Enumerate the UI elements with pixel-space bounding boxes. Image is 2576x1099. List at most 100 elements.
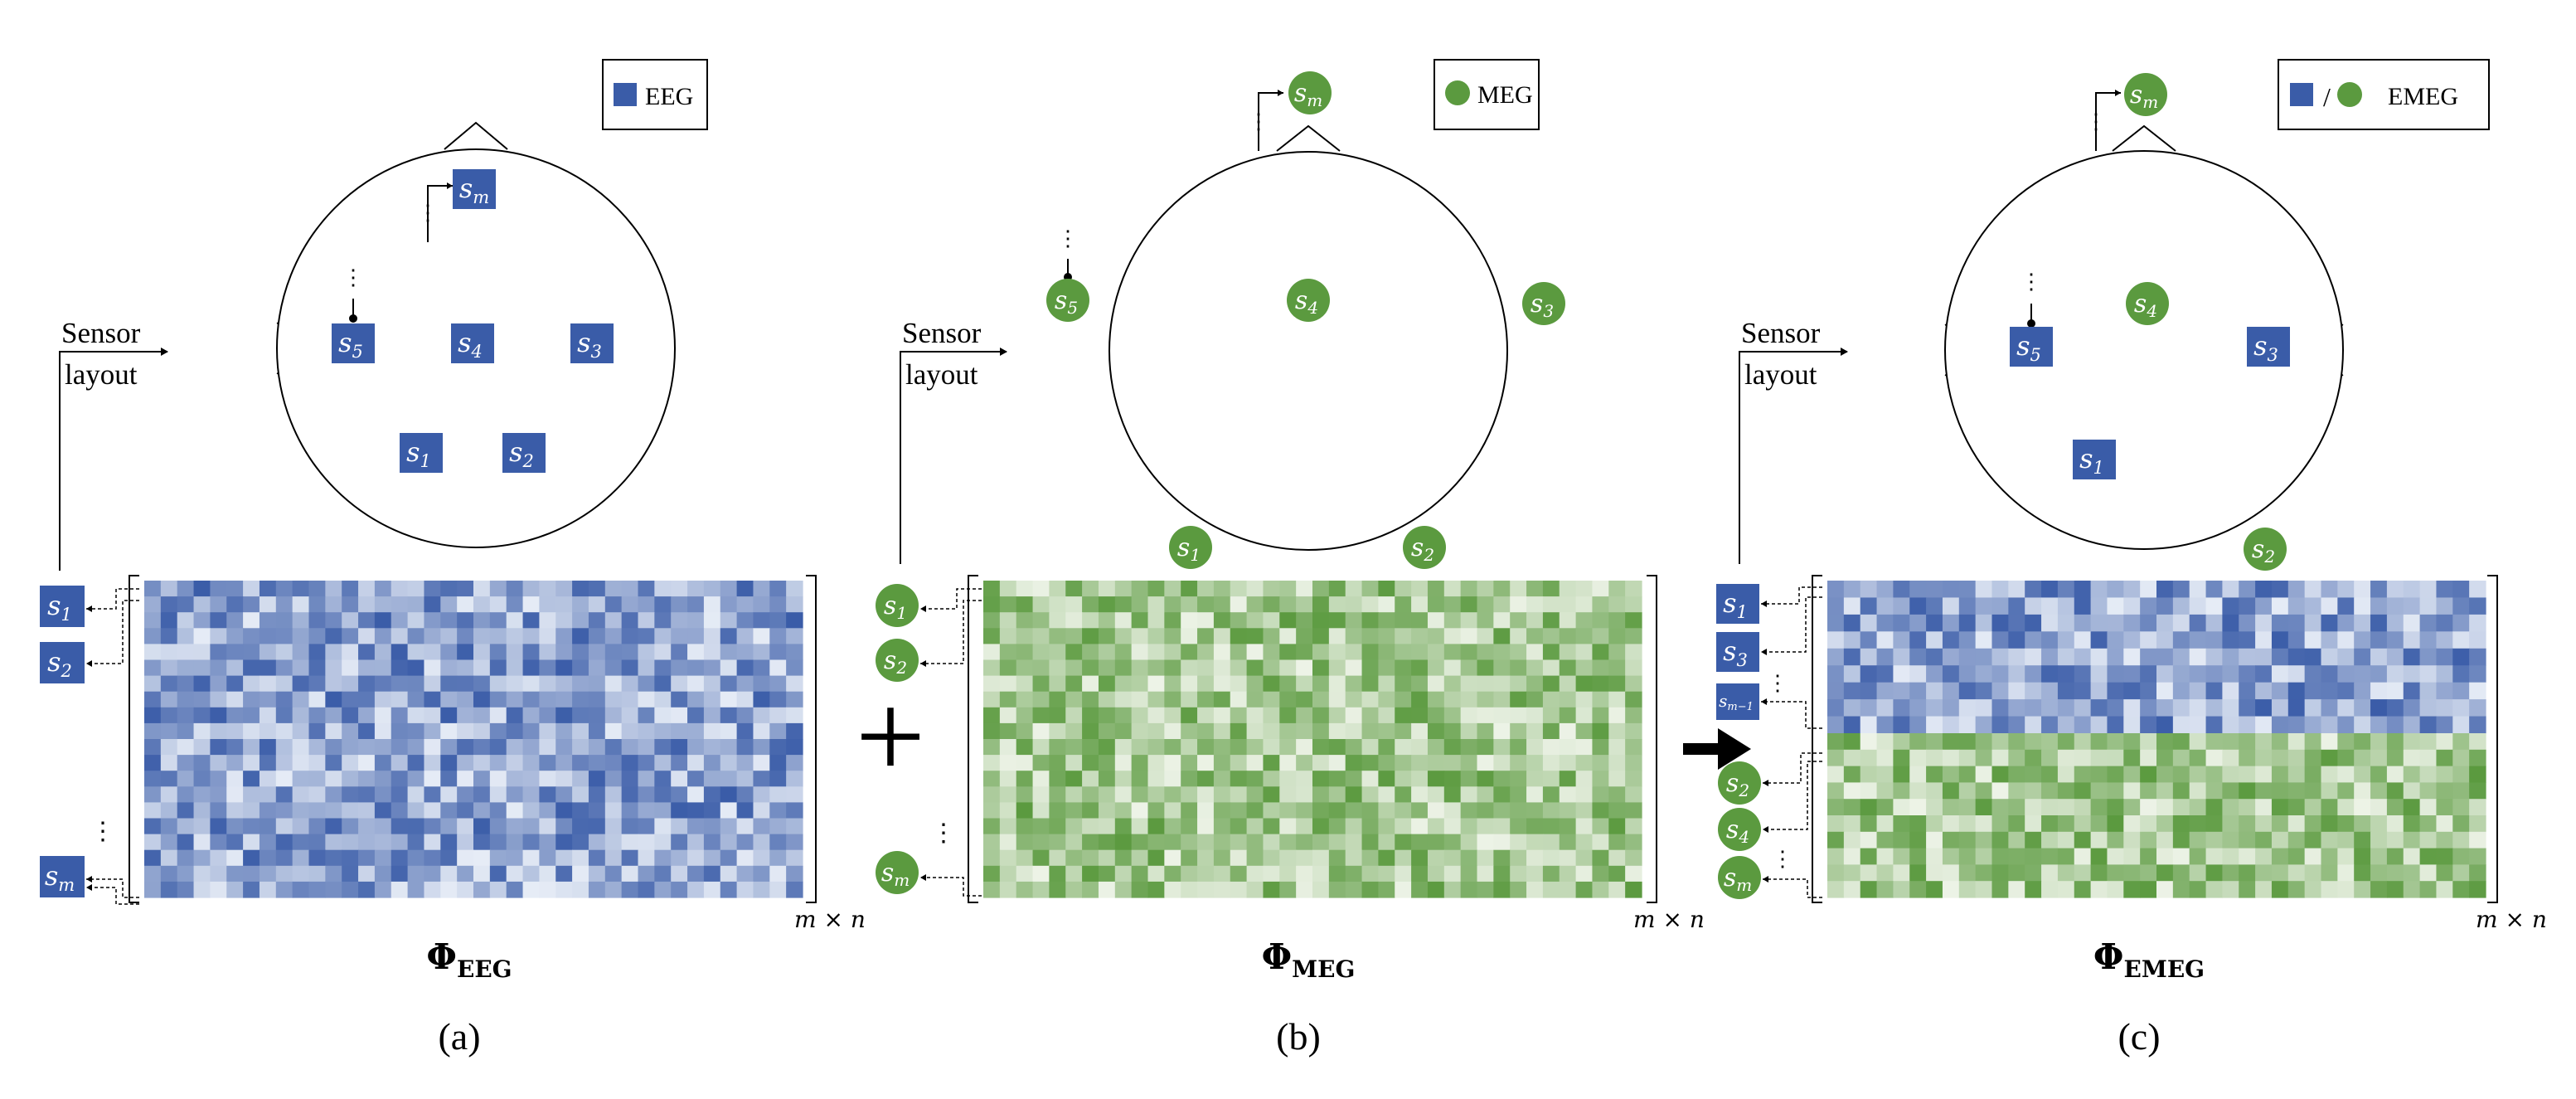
matrix-cell [2156,631,2174,649]
matrix-cell [687,818,705,835]
matrix-cell [325,675,342,693]
matrix-cell [703,628,721,644]
matrix-cell [2074,597,2092,615]
matrix-cell [358,834,376,851]
matrix-cell [193,675,211,693]
matrix-cell [2386,831,2404,849]
matrix-cell [1510,691,1527,708]
matrix-cell [2222,665,2239,683]
matrix-cell [572,722,589,740]
matrix-cell [2156,733,2174,751]
matrix-cell [342,818,359,835]
matrix-cell [1625,612,1642,629]
matrix-cell [736,644,754,661]
matrix-cell [325,786,342,803]
matrix-cell [2321,631,2338,649]
matrix-cell [325,802,342,819]
matrix-cell [2321,581,2338,599]
matrix-cell [1942,782,1960,800]
matrix-cell [604,771,623,787]
matrix-cell [1395,644,1412,661]
matrix-cell [1246,786,1264,803]
matrix-cell [1114,786,1133,803]
matrix-cell [736,849,754,867]
matrix-cell [983,659,1001,677]
matrix-cell [2074,881,2092,898]
matrix-cell [259,675,277,693]
matrix-cell [1345,739,1363,756]
matrix-cell [1378,628,1395,644]
matrix-cell [391,786,409,803]
matrix-cell [1958,733,1977,751]
matrix-cell [983,802,1001,819]
matrix-cell [292,834,310,851]
matrix-cell [243,596,260,613]
matrix-cell [1909,699,1927,717]
matrix-cell [2239,665,2256,683]
matrix-cell [1460,644,1478,661]
matrix-cell [424,581,441,597]
matrix-cell [1860,766,1878,783]
matrix-cell [2255,581,2273,599]
matrix-cell [1114,596,1133,613]
matrix-cell [2057,682,2075,700]
matrix-cell [275,771,293,787]
matrix-cell [374,818,392,835]
matrix-cell [1345,802,1363,819]
matrix-cell [2172,864,2190,882]
matrix-cell [2107,733,2124,751]
matrix-cell [1443,865,1462,883]
matrix-cell [1860,815,1878,833]
matrix-cell [1246,659,1264,677]
matrix-cell [2287,665,2306,683]
matrix-cell [2452,881,2470,898]
matrix-cell [654,849,672,867]
matrix-cell [2239,799,2256,816]
matrix-cell [2337,581,2355,599]
sensor-index: 3 [2268,345,2278,365]
matrix-cell [210,628,227,644]
matrix-cell [2403,614,2421,632]
matrix-cell [2156,682,2174,700]
matrix-cell [1345,865,1363,883]
matrix-cell [2255,848,2273,865]
matrix-cell [2057,749,2075,767]
matrix-cell [687,612,705,629]
matrix-cell [1114,802,1133,819]
matrix-cell [687,755,705,771]
matrix-cell [588,659,606,677]
matrix-cell [210,818,227,835]
matrix-cell [1378,612,1395,629]
matrix-cell [1893,831,1910,849]
matrix-cell [1860,597,1878,615]
matrix-cell [358,849,376,867]
matrix-cell [1328,786,1346,803]
matrix-cell [440,596,458,613]
matrix-cell [342,865,359,883]
matrix-cell [1411,644,1429,661]
matrix-cell [2090,597,2108,615]
matrix-cell [2140,614,2157,632]
matrix-cell [2255,597,2273,615]
matrix-cell [193,722,211,740]
matrix-cell [769,722,787,740]
matrix-cell [1575,881,1594,898]
matrix-cell [588,722,606,740]
matrix-cell [2469,864,2486,882]
matrix-cell [671,771,688,787]
matrix-cell [1958,782,1977,800]
svg-text:s3: s3 [1531,289,1554,321]
matrix-cell [2436,766,2453,783]
matrix-cell [638,644,655,661]
matrix-cell [999,802,1017,819]
matrix-cell [177,818,195,835]
matrix-cell [1542,612,1560,629]
matrix-cell [786,755,803,771]
matrix-cell [193,581,211,597]
matrix-cell [769,755,787,771]
matrix-cell [1909,581,1927,599]
matrix-cell [999,628,1017,644]
matrix-cell [1395,755,1412,771]
matrix-cell [160,771,178,787]
matrix-cell [1164,628,1181,644]
